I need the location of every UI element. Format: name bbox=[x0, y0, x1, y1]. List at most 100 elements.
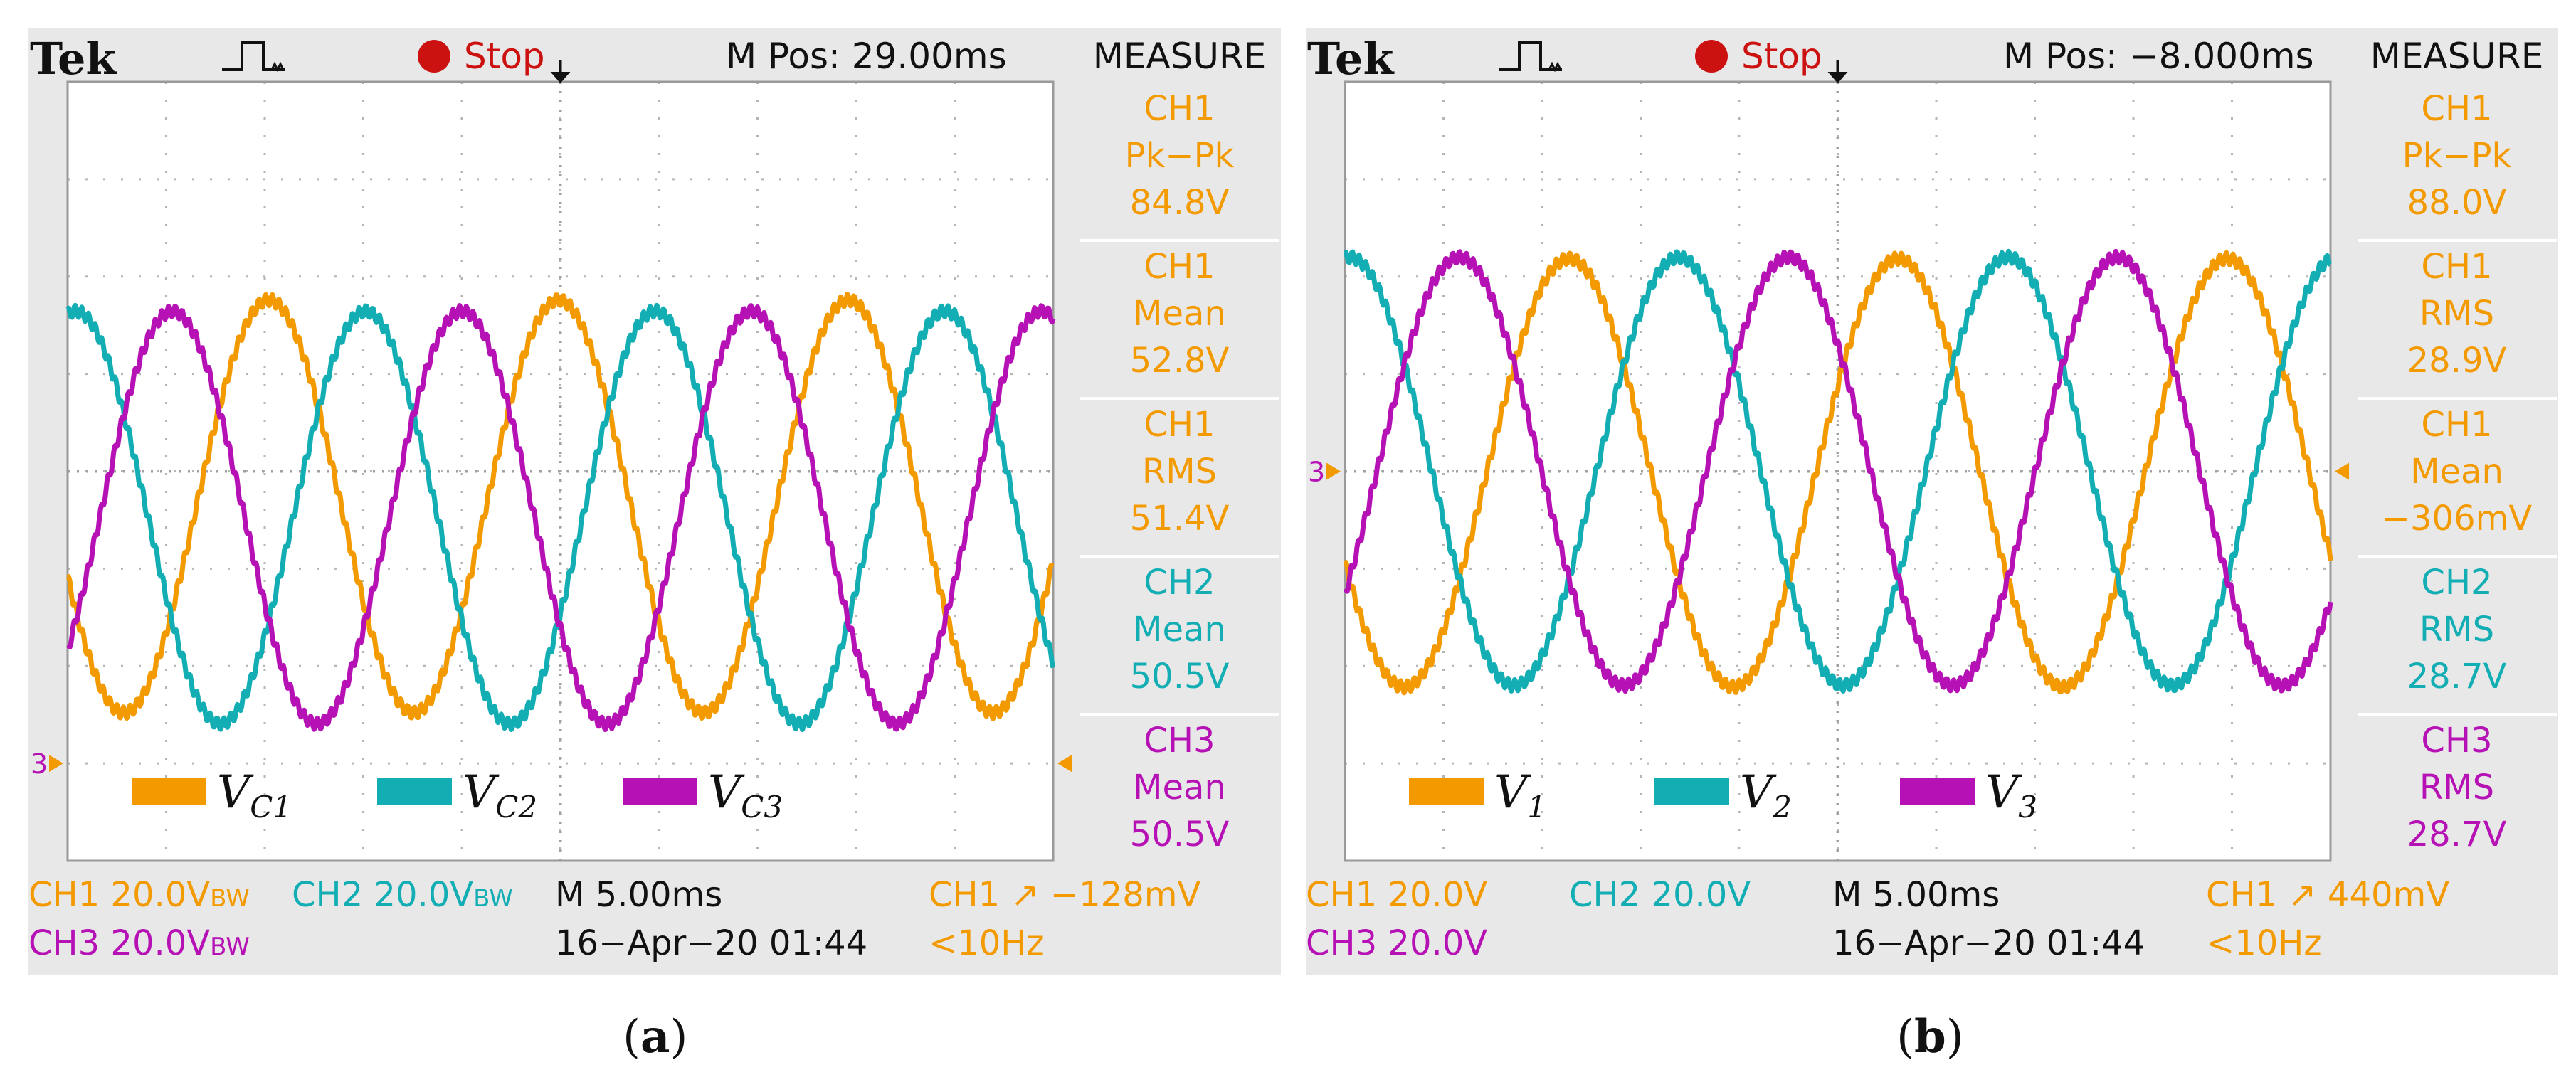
legend-swatch-3 bbox=[623, 778, 697, 805]
measurement-divider bbox=[1080, 713, 1279, 716]
measurement-3: CH1 RMS 51.4V bbox=[1078, 401, 1281, 558]
measurement-ch: CH1 bbox=[1144, 247, 1215, 287]
measurement-value: 50.5V bbox=[1129, 657, 1230, 696]
measurement-ch: CH1 bbox=[1144, 89, 1215, 129]
measurement-ch: CH1 bbox=[1144, 405, 1215, 445]
ch1-scale: CH1 20.0VBW bbox=[28, 875, 250, 915]
measurement-value: 88.0V bbox=[2407, 183, 2507, 223]
trigger-frequency: <10Hz bbox=[929, 923, 1045, 963]
measurement-ch: CH3 bbox=[2421, 721, 2493, 760]
legend-swatch-3 bbox=[1900, 778, 1975, 805]
measurement-name: Pk−Pk bbox=[1124, 136, 1235, 176]
trigger-info: CH1 ↗ 440mV bbox=[2206, 875, 2450, 915]
trigger-position-marker bbox=[550, 72, 571, 83]
ch3-scale: CH3 20.0VBW bbox=[28, 923, 250, 963]
caption-a: (a) bbox=[623, 1010, 688, 1064]
measurement-divider bbox=[2358, 397, 2557, 400]
legend-subscript: 1 bbox=[1527, 790, 1546, 824]
measurement-ch: CH2 bbox=[2421, 563, 2493, 603]
timestamp: 16−Apr−20 01:44 bbox=[1832, 923, 2145, 963]
timestamp: 16−Apr−20 01:44 bbox=[555, 923, 868, 963]
legend-subscript: C2 bbox=[495, 790, 537, 824]
measurement-divider bbox=[1080, 555, 1279, 558]
measurement-name: Pk−Pk bbox=[2402, 136, 2512, 176]
timebase: M 5.00ms bbox=[555, 875, 723, 915]
measurement-value: 50.5V bbox=[1129, 815, 1230, 854]
run-status: Stop bbox=[1741, 36, 1822, 77]
measurement-2: CH1 RMS 28.9V bbox=[2355, 243, 2558, 400]
measure-title: MEASURE bbox=[2370, 36, 2544, 77]
measurement-value: 28.9V bbox=[2407, 341, 2507, 381]
pulse-icon bbox=[222, 41, 285, 73]
legend-subscript: 2 bbox=[1772, 790, 1792, 824]
ch2-scale: CH2 20.0VBW bbox=[292, 875, 513, 915]
brand-label: Tek bbox=[1307, 33, 1394, 85]
measurement-5: CH3 RMS 28.7V bbox=[2355, 717, 2558, 874]
measurement-divider bbox=[2358, 555, 2557, 558]
scope-panel-b: 3 V1 V2 V3 Tek Stop M Pos: −8.000ms MEASURE… bbox=[1306, 28, 2558, 975]
timebase: M 5.00ms bbox=[1832, 875, 2000, 915]
scope-panel-a: 3 VC1 VC2 VC3 Tek Stop M Pos: 29.00ms MEASU… bbox=[28, 28, 1281, 975]
measurement-divider bbox=[1080, 239, 1279, 242]
legend-subscript: C1 bbox=[250, 790, 292, 824]
ch1-scale: CH1 20.0V bbox=[1306, 875, 1488, 915]
measurement-divider bbox=[1080, 397, 1279, 400]
trace-VC1 bbox=[66, 292, 1055, 721]
run-status: Stop bbox=[464, 36, 545, 77]
measurement-divider bbox=[2358, 239, 2557, 242]
trace-V3 bbox=[1343, 248, 2333, 694]
measurement-name: Mean bbox=[2410, 452, 2503, 492]
legend-subscript: C3 bbox=[741, 790, 783, 824]
measurement-name: Mean bbox=[1133, 610, 1226, 649]
pulse-icon bbox=[1499, 41, 1562, 73]
measurement-value: 28.7V bbox=[2407, 815, 2507, 854]
stop-indicator-icon bbox=[418, 40, 450, 73]
measurement-ch: CH1 bbox=[2421, 89, 2493, 129]
measurement-name: RMS bbox=[1141, 452, 1218, 492]
legend-swatch-1 bbox=[132, 778, 206, 805]
legend-swatch-2 bbox=[377, 778, 452, 805]
horizontal-position: M Pos: −8.000ms bbox=[2003, 36, 2314, 77]
trace-V2 bbox=[1344, 248, 2332, 694]
ch3-ground-marker: 3 bbox=[1308, 457, 1325, 488]
measurement-3: CH1 Mean −306mV bbox=[2355, 401, 2558, 558]
legend-swatch-1 bbox=[1409, 778, 1484, 805]
measurement-value: −306mV bbox=[2381, 499, 2533, 539]
measurement-value: 28.7V bbox=[2407, 657, 2507, 696]
trigger-edge-icon: ↗ bbox=[1010, 875, 1040, 915]
measurement-1: CH1 Pk−Pk 84.8V bbox=[1078, 85, 1281, 242]
ch3-ground-marker: 3 bbox=[31, 748, 48, 780]
ch3-scale: CH3 20.0V bbox=[1306, 923, 1488, 963]
ground-reference-arrow bbox=[49, 755, 63, 773]
measurement-value: 84.8V bbox=[1129, 183, 1230, 223]
brand-label: Tek bbox=[30, 33, 117, 85]
measurement-name: Mean bbox=[1133, 768, 1226, 807]
measurement-name: Mean bbox=[1133, 294, 1226, 334]
trigger-level-arrow bbox=[2335, 462, 2349, 480]
trigger-frequency: <10Hz bbox=[2206, 923, 2322, 963]
measurement-5: CH3 Mean 50.5V bbox=[1078, 717, 1281, 874]
measurement-4: CH2 RMS 28.7V bbox=[2355, 559, 2558, 716]
stop-indicator-icon bbox=[1695, 40, 1728, 73]
measurement-name: RMS bbox=[2419, 768, 2495, 807]
trigger-level-arrow bbox=[1057, 755, 1072, 773]
measurement-divider bbox=[2358, 713, 2557, 716]
horizontal-position: M Pos: 29.00ms bbox=[726, 36, 1007, 77]
caption-b: (b) bbox=[1896, 1010, 1964, 1064]
measurement-ch: CH3 bbox=[1144, 721, 1215, 760]
measurement-name: RMS bbox=[2419, 294, 2495, 334]
trace-VC2 bbox=[65, 302, 1056, 732]
trace-V1 bbox=[1343, 250, 2333, 696]
measurement-ch: CH1 bbox=[2421, 405, 2493, 445]
trigger-info: CH1 ↗ −128mV bbox=[929, 875, 1201, 915]
ch2-scale: CH2 20.0V bbox=[1569, 875, 1751, 915]
measurement-name: RMS bbox=[2419, 610, 2495, 649]
legend-swatch-2 bbox=[1654, 778, 1729, 805]
measurement-ch: CH2 bbox=[1144, 563, 1215, 603]
measure-title: MEASURE bbox=[1092, 36, 1267, 77]
measurement-1: CH1 Pk−Pk 88.0V bbox=[2355, 85, 2558, 242]
trace-VC3 bbox=[65, 303, 1056, 733]
legend-subscript: 3 bbox=[2018, 790, 2037, 824]
measurement-value: 51.4V bbox=[1129, 499, 1230, 539]
